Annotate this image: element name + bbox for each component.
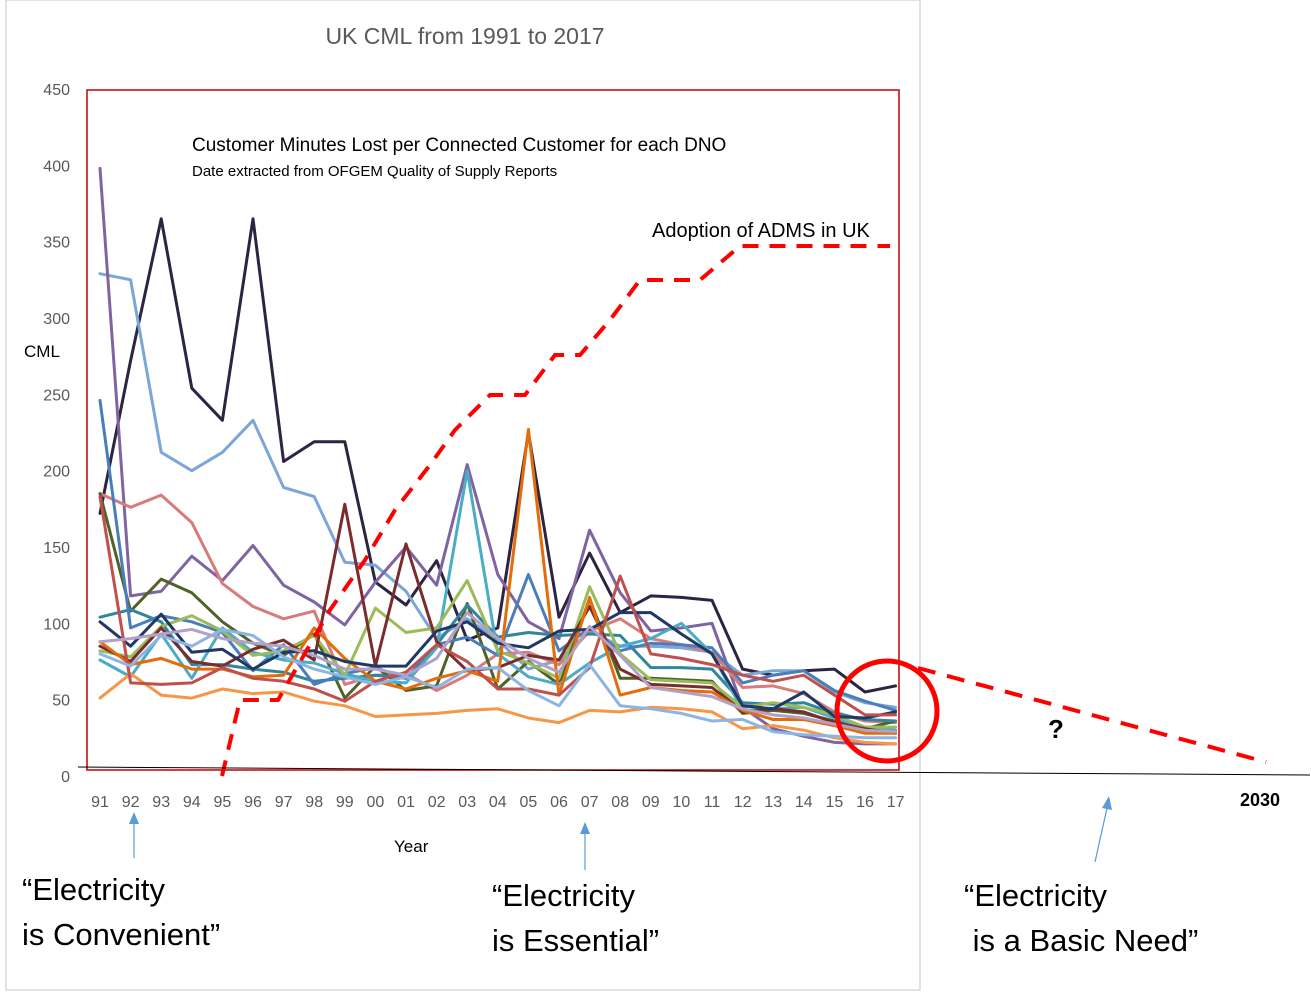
x-tick-label: 12 — [734, 794, 752, 811]
x-tick-label: 92 — [122, 794, 140, 811]
annotation-convenient-line2: is Convenient” — [22, 917, 220, 952]
y-tick-label: 50 — [52, 693, 70, 710]
highlight-circle — [834, 658, 940, 764]
annotation-basic-need-line2: is a Basic Need” — [964, 923, 1198, 958]
series-group — [98, 166, 898, 746]
series-line-15 — [98, 627, 898, 740]
x-tick-label: 14 — [795, 794, 813, 811]
question-mark: ? — [1048, 714, 1064, 744]
x-tick-label: 15 — [826, 794, 844, 811]
x-tick-label: 09 — [642, 794, 660, 811]
annotation-convenient-line1: “Electricity — [22, 872, 165, 907]
year-2030-label: 2030 — [1240, 790, 1280, 810]
annotation-basic-need-line1: “Electricity — [964, 878, 1107, 913]
x-tick-label: 94 — [183, 794, 201, 811]
x-tick-label: 16 — [856, 794, 874, 811]
x-tick-label: 98 — [305, 794, 323, 811]
x-tick-label: 01 — [397, 794, 415, 811]
projection-dashed-line — [917, 666, 1267, 764]
series-line-13 — [98, 611, 898, 720]
x-tick-label: 08 — [611, 794, 629, 811]
x-tick-label: 02 — [428, 794, 446, 811]
adms-adoption-line — [220, 244, 890, 777]
inner-subtitle: Date extracted from OFGEM Quality of Sup… — [192, 163, 557, 180]
x-tick-label: 96 — [244, 794, 262, 811]
x-tick-label: 10 — [673, 794, 691, 811]
y-tick-label: 450 — [43, 82, 70, 99]
x-tick-label: 93 — [152, 794, 170, 811]
x-tick-label: 11 — [704, 794, 721, 811]
x-tick-label: 91 — [91, 794, 109, 811]
inner-title: Customer Minutes Lost per Connected Cust… — [192, 135, 726, 156]
baseline-line — [77, 766, 1311, 776]
arrow-basic-need — [1094, 796, 1112, 863]
annotation-essential-line1: “Electricity — [492, 878, 635, 913]
x-tick-label: 06 — [550, 794, 568, 811]
x-tick-label: 97 — [275, 794, 293, 811]
x-tick-label: 04 — [489, 794, 507, 811]
y-tick-label: 300 — [43, 311, 70, 328]
y-tick-label: 150 — [43, 540, 70, 557]
y-tick-label: 0 — [61, 769, 70, 786]
y-tick-label: 100 — [43, 616, 70, 633]
annotation-essential-line2: is Essential” — [492, 923, 659, 958]
y-axis-ticks: 0 50 100 150 200 250 300 350 400 450 — [43, 82, 70, 786]
series-line-16 — [98, 611, 898, 734]
x-tick-label: 03 — [458, 794, 476, 811]
x-tick-label: 13 — [764, 794, 782, 811]
y-tick-label: 250 — [43, 387, 70, 404]
x-tick-label: 17 — [887, 794, 905, 811]
y-axis-title: CML — [24, 342, 60, 361]
x-tick-label: 00 — [367, 794, 385, 811]
series-line-3 — [98, 166, 898, 746]
x-axis-title: Year — [394, 837, 429, 856]
x-tick-label: 99 — [336, 794, 354, 811]
x-tick-label: 07 — [581, 794, 599, 811]
y-tick-label: 200 — [43, 464, 70, 481]
y-tick-label: 400 — [43, 158, 70, 175]
adms-group — [220, 244, 890, 777]
x-tick-label: 05 — [520, 794, 538, 811]
chart-title: UK CML from 1991 to 2017 — [325, 23, 604, 49]
y-tick-label: 350 — [43, 235, 70, 252]
adms-label: Adoption of ADMS in UK — [652, 220, 871, 242]
x-tick-label: 95 — [214, 794, 232, 811]
series-line-14 — [98, 495, 898, 717]
arrow-convenient — [129, 812, 139, 858]
x-axis-ticks: 91 92 93 94 95 96 97 98 99 00 01 02 03 04 05 06 07 08 09 10… — [91, 794, 904, 811]
arrow-essential — [580, 822, 590, 870]
